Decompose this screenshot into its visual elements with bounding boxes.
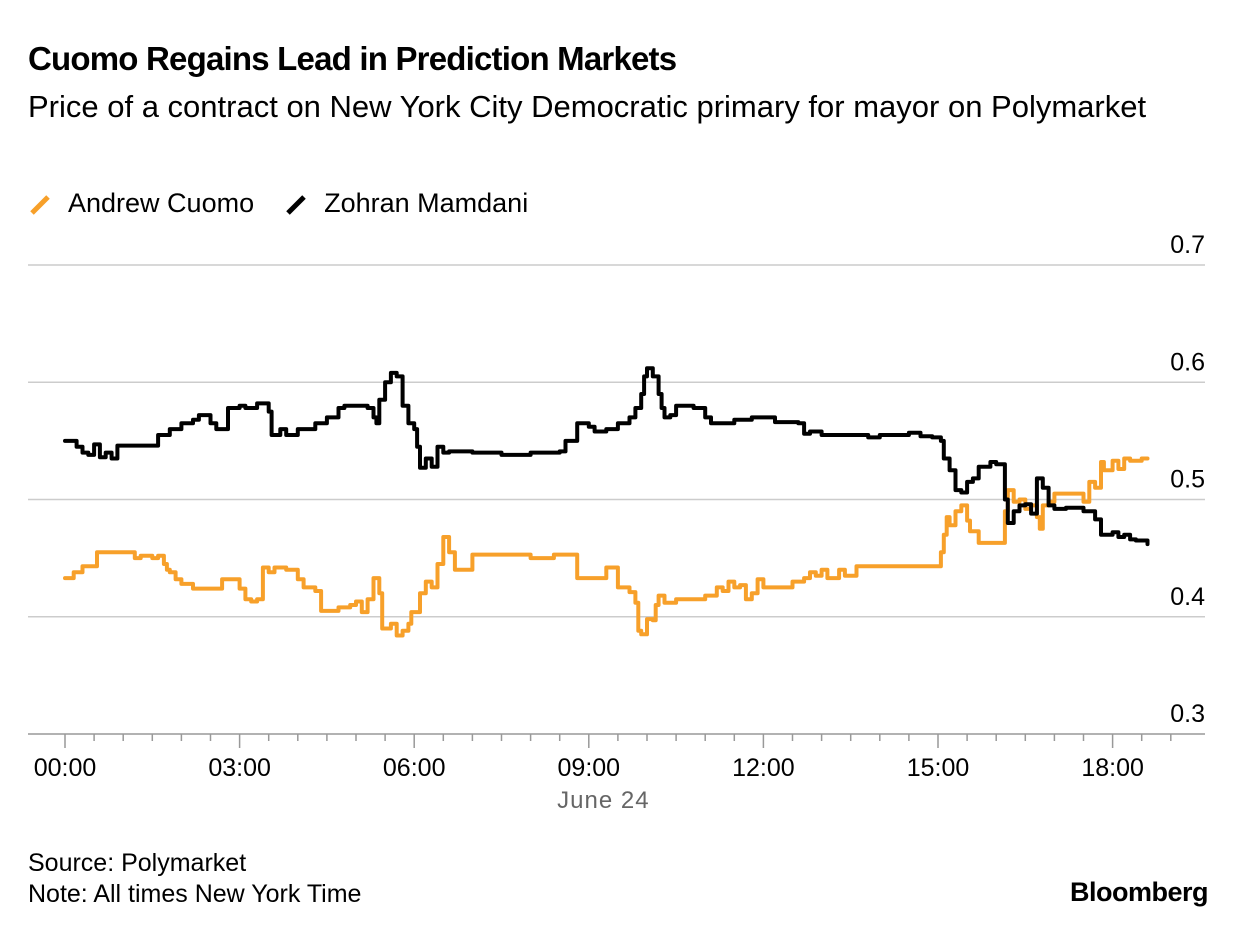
legend: Andrew Cuomo Zohran Mamdani (28, 188, 558, 219)
source-note: Source: Polymarket (28, 849, 247, 877)
line-chart: 0.3 0.4 0.5 0.6 0.7 00:00 03:00 06:00 09:00 12:00… (28, 231, 1205, 814)
x-tick-label: 06:00 (383, 754, 446, 782)
legend-swatch-cuomo (30, 194, 50, 215)
x-tick-label: 12:00 (732, 754, 795, 782)
chart-title: Cuomo Regains Lead in Prediction Markets (28, 40, 677, 77)
y-tick-label: 0.4 (1170, 583, 1205, 611)
legend-swatch-mamdani (286, 194, 306, 215)
x-tick-label: 03:00 (208, 754, 271, 782)
y-tick-label: 0.7 (1170, 231, 1205, 259)
legend-label-cuomo: Andrew Cuomo (68, 188, 255, 218)
legend-item-mamdani: Zohran Mamdani (284, 188, 528, 219)
x-tick-label: 09:00 (558, 754, 621, 782)
x-tick-label: 18:00 (1081, 754, 1144, 782)
footer: Source: Polymarket Note: All times New Y… (28, 848, 361, 910)
chart-subtitle: Price of a contract on New York City Dem… (28, 89, 1147, 124)
bloomberg-logo: Bloomberg (1069, 877, 1209, 907)
legend-item-cuomo: Andrew Cuomo (28, 188, 254, 219)
series-line-cuomo (63, 456, 1150, 638)
legend-label-mamdani: Zohran Mamdani (324, 188, 529, 218)
y-tick-label: 0.6 (1170, 348, 1205, 376)
x-date-label: June 24 (557, 787, 649, 814)
series-line-mamdani (63, 366, 1150, 547)
time-note: Note: All times New York Time (28, 880, 362, 908)
x-tick-label: 00:00 (34, 754, 97, 782)
y-tick-label: 0.5 (1170, 466, 1205, 494)
y-tick-label: 0.3 (1170, 700, 1205, 728)
x-tick-label: 15:00 (907, 754, 970, 782)
